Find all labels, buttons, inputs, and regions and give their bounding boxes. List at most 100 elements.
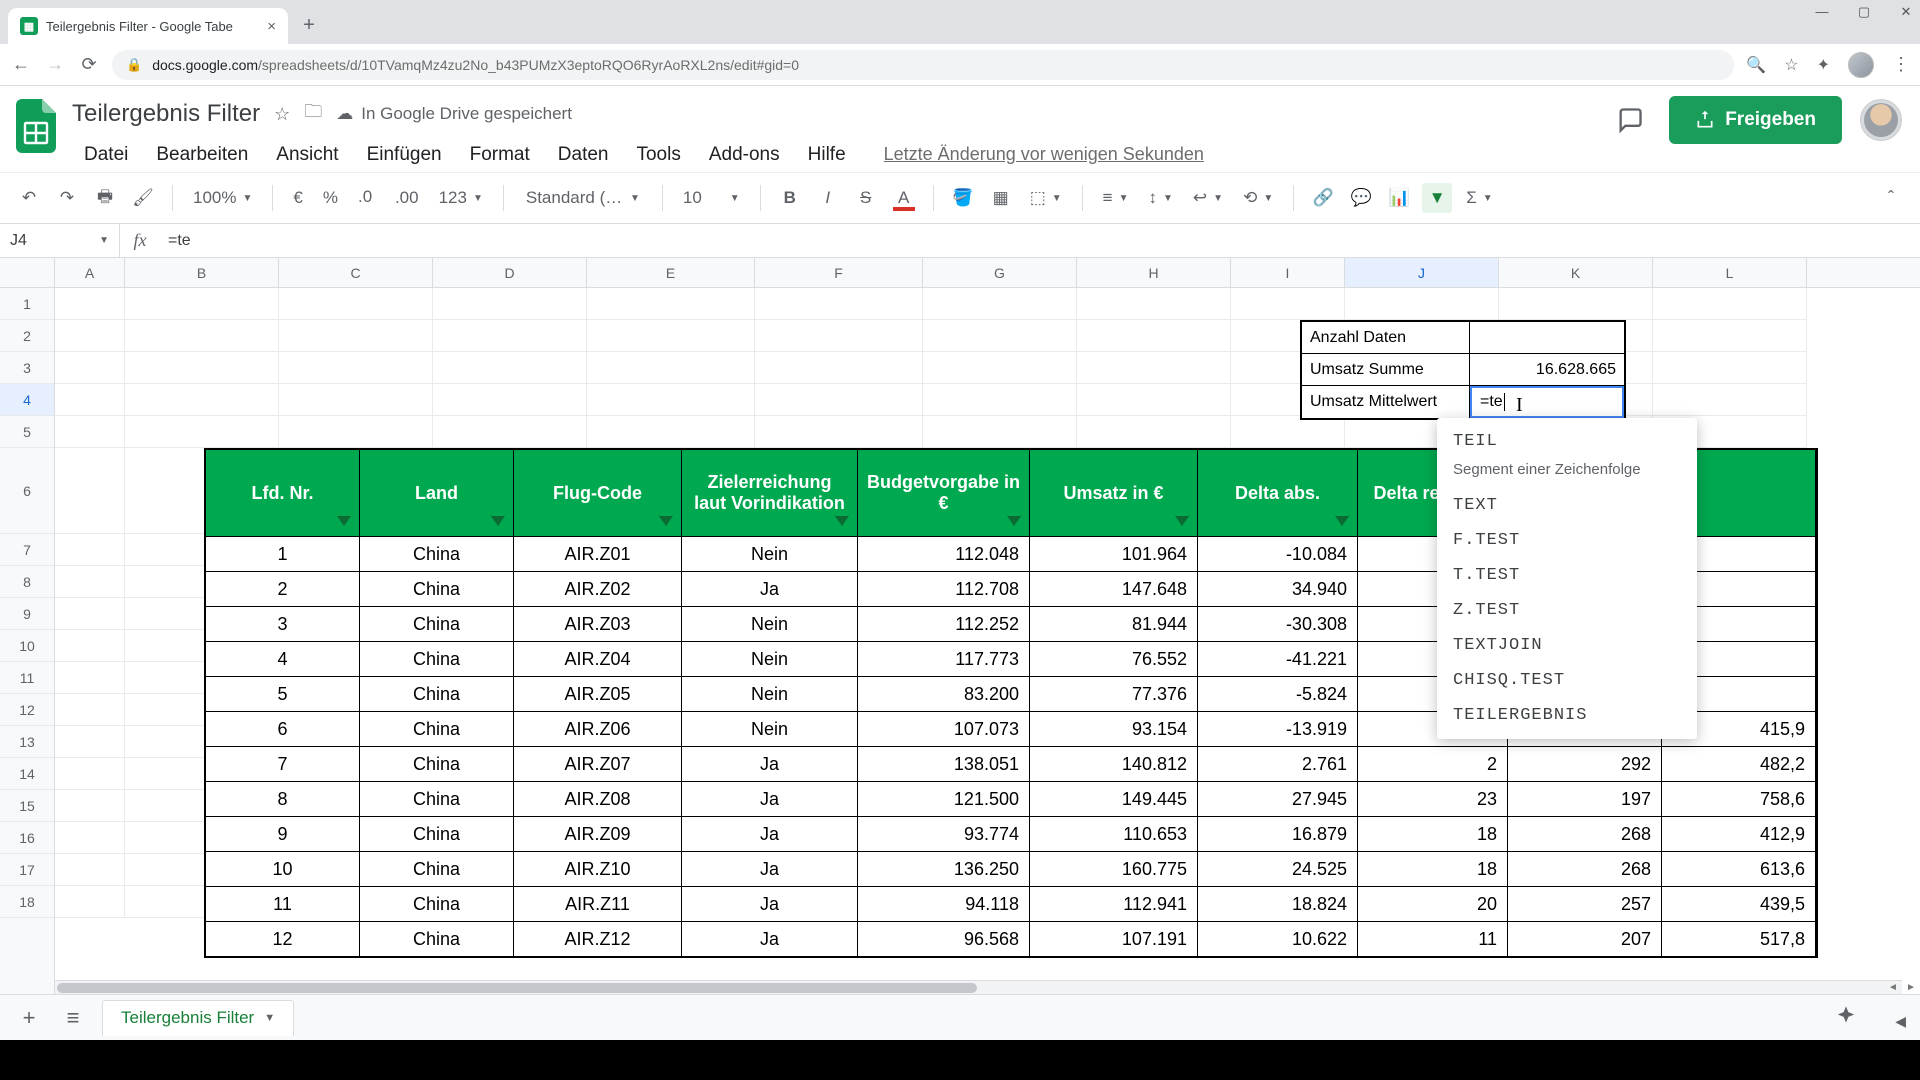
table-cell[interactable]: 138.051 [858, 746, 1030, 781]
table-cell[interactable]: 482,2 [1662, 746, 1816, 781]
row-header-12[interactable]: 12 [0, 694, 54, 726]
table-cell[interactable]: AIR.Z03 [514, 606, 682, 641]
browser-tab[interactable]: ▦ Teilergebnis Filter - Google Tabe × [8, 8, 288, 44]
summary-value-editing[interactable]: =teI [1470, 386, 1624, 418]
row-header-2[interactable]: 2 [0, 320, 54, 352]
table-cell[interactable]: AIR.Z06 [514, 711, 682, 746]
row-header-13[interactable]: 13 [0, 726, 54, 758]
table-cell[interactable]: Ja [682, 886, 858, 921]
page-zoom-icon[interactable]: 🔍 [1746, 55, 1766, 75]
table-cell[interactable]: 149.445 [1030, 781, 1198, 816]
chrome-profile-avatar[interactable] [1848, 52, 1874, 78]
table-cell[interactable]: AIR.Z12 [514, 921, 682, 956]
table-cell[interactable]: 9 [206, 816, 360, 851]
borders-icon[interactable]: ▦ [986, 183, 1016, 213]
row-header-7[interactable]: 7 [0, 534, 54, 566]
menu-format[interactable]: Format [458, 138, 542, 172]
table-header[interactable]: Delta abs. [1198, 450, 1358, 536]
undo-icon[interactable]: ↶ [14, 183, 44, 213]
table-header[interactable]: Zielerreichung laut Vorindikation [682, 450, 858, 536]
table-cell[interactable]: 107.191 [1030, 921, 1198, 956]
table-row[interactable]: 10ChinaAIR.Z10Ja136.250160.77524.5251826… [206, 851, 1816, 886]
row-header-16[interactable]: 16 [0, 822, 54, 854]
column-header-E[interactable]: E [587, 258, 755, 287]
table-cell[interactable]: 34.940 [1198, 571, 1358, 606]
table-cell[interactable]: AIR.Z11 [514, 886, 682, 921]
row-header-6[interactable]: 6 [0, 448, 54, 534]
column-header-F[interactable]: F [755, 258, 923, 287]
zoom-dropdown[interactable]: 100%▼ [187, 188, 258, 208]
table-cell[interactable]: 24.525 [1198, 851, 1358, 886]
table-cell[interactable]: 439,5 [1662, 886, 1816, 921]
table-cell[interactable]: Nein [682, 641, 858, 676]
table-cell[interactable]: 18.824 [1198, 886, 1358, 921]
redo-icon[interactable]: ↷ [52, 183, 82, 213]
fill-color-icon[interactable]: 🪣 [948, 183, 978, 213]
table-cell[interactable]: China [360, 921, 514, 956]
table-cell[interactable]: Nein [682, 676, 858, 711]
autocomplete-item[interactable]: TEIL [1437, 424, 1697, 459]
table-cell[interactable]: China [360, 886, 514, 921]
font-size-dropdown[interactable]: 10▼ [677, 188, 746, 208]
table-cell[interactable]: 112.252 [858, 606, 1030, 641]
column-header-G[interactable]: G [923, 258, 1077, 287]
spreadsheet-grid[interactable]: ABCDEFGHIJKL 123456789101112131415161718… [0, 258, 1920, 994]
table-cell[interactable]: Nein [682, 536, 858, 571]
menu-datei[interactable]: Datei [72, 138, 140, 172]
table-cell[interactable]: 412,9 [1662, 816, 1816, 851]
nav-back-icon[interactable]: ← [10, 54, 32, 76]
table-cell[interactable]: 76.552 [1030, 641, 1198, 676]
menu-daten[interactable]: Daten [546, 138, 621, 172]
last-edit-link[interactable]: Letzte Änderung vor wenigen Sekunden [862, 138, 1216, 172]
table-header[interactable]: Flug-Code [514, 450, 682, 536]
table-cell[interactable]: -13.919 [1198, 711, 1358, 746]
row-header-11[interactable]: 11 [0, 662, 54, 694]
table-cell[interactable]: 23 [1358, 781, 1508, 816]
table-cell[interactable]: Nein [682, 606, 858, 641]
format-currency-button[interactable]: € [287, 188, 308, 208]
table-cell[interactable]: 257 [1508, 886, 1662, 921]
table-cell[interactable]: AIR.Z07 [514, 746, 682, 781]
filter-dropdown-icon[interactable] [337, 516, 351, 526]
number-format-dropdown[interactable]: 123▼ [433, 188, 489, 208]
row-header-8[interactable]: 8 [0, 566, 54, 598]
text-wrap-icon[interactable]: ↩▼ [1187, 188, 1229, 208]
autocomplete-item[interactable]: TEILERGEBNIS [1437, 698, 1697, 733]
column-header-B[interactable]: B [125, 258, 279, 287]
table-header[interactable]: Lfd. Nr. [206, 450, 360, 536]
text-rotate-icon[interactable]: ⟲▼ [1237, 188, 1279, 208]
table-cell[interactable]: AIR.Z04 [514, 641, 682, 676]
all-sheets-button[interactable]: ≡ [58, 1003, 88, 1033]
table-cell[interactable]: Ja [682, 851, 858, 886]
window-minimize-icon[interactable]: — [1814, 4, 1830, 20]
table-cell[interactable]: 121.500 [858, 781, 1030, 816]
column-header-H[interactable]: H [1077, 258, 1231, 287]
sheets-logo-icon[interactable] [12, 96, 60, 156]
table-cell[interactable]: China [360, 676, 514, 711]
table-cell[interactable]: 2 [206, 571, 360, 606]
table-cell[interactable]: China [360, 851, 514, 886]
nav-reload-icon[interactable]: ⟳ [78, 54, 100, 76]
column-header-L[interactable]: L [1653, 258, 1807, 287]
table-cell[interactable]: 268 [1508, 816, 1662, 851]
bookmark-icon[interactable]: ☆ [1784, 55, 1798, 75]
vertical-align-icon[interactable]: ↕▼ [1143, 188, 1179, 208]
chrome-menu-icon[interactable]: ⋮ [1892, 54, 1910, 75]
filter-dropdown-icon[interactable] [1335, 516, 1349, 526]
document-title[interactable]: Teilergebnis Filter [72, 100, 260, 128]
select-all-corner[interactable] [0, 258, 55, 288]
sheet-tab[interactable]: Teilergebnis Filter ▼ [102, 1000, 294, 1036]
table-cell[interactable]: 197 [1508, 781, 1662, 816]
explore-icon[interactable] [1832, 1004, 1860, 1032]
menu-bearbeiten[interactable]: Bearbeiten [144, 138, 260, 172]
table-cell[interactable]: China [360, 781, 514, 816]
table-cell[interactable]: 112.708 [858, 571, 1030, 606]
table-cell[interactable]: China [360, 606, 514, 641]
extensions-icon[interactable]: ✦ [1817, 55, 1830, 75]
table-cell[interactable]: 10 [206, 851, 360, 886]
filter-dropdown-icon[interactable] [1175, 516, 1189, 526]
autocomplete-item[interactable]: TEXTJOIN [1437, 628, 1697, 663]
table-row[interactable]: 12ChinaAIR.Z12Ja96.568107.19110.62211207… [206, 921, 1816, 956]
table-cell[interactable]: 18 [1358, 851, 1508, 886]
format-percent-button[interactable]: % [317, 188, 344, 208]
